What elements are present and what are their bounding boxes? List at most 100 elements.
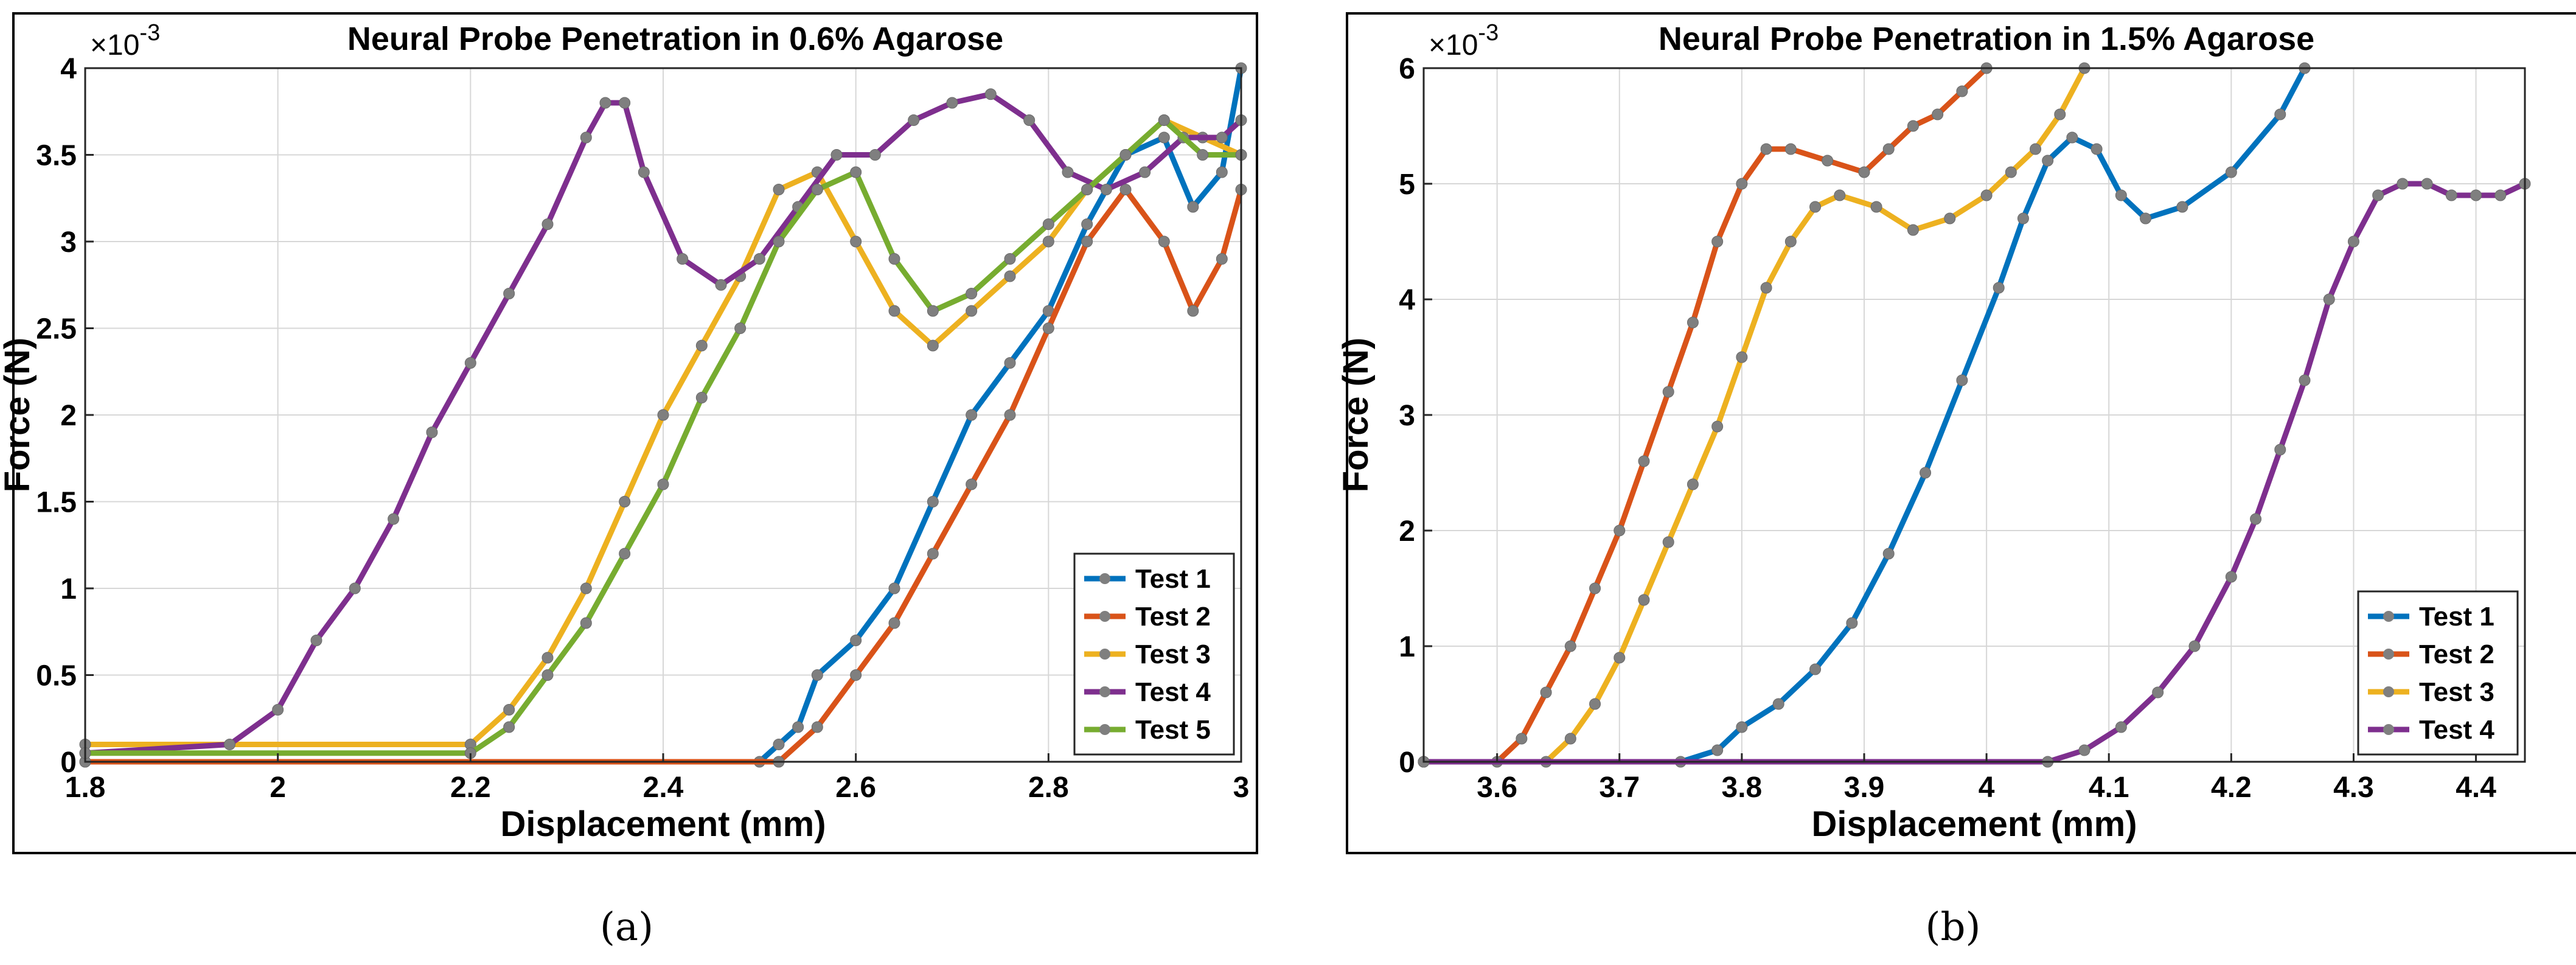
data-point: [1216, 166, 1228, 178]
data-point: [1042, 218, 1054, 230]
legend-swatch-marker: [2383, 724, 2394, 735]
data-point: [2397, 178, 2409, 190]
data-point: [869, 149, 881, 161]
y-exponent-label: ×10-3: [90, 20, 160, 61]
y-tick-label: 1: [60, 573, 77, 605]
data-point: [1042, 235, 1054, 248]
data-point: [2078, 744, 2090, 756]
data-point: [850, 669, 862, 681]
legend-swatch-marker: [2383, 611, 2394, 622]
y-tick-label: 1: [1399, 631, 1415, 663]
y-tick-label: 3.5: [36, 140, 77, 172]
data-point: [1197, 149, 1209, 161]
exponent-power: -3: [139, 20, 160, 46]
y-tick-label: 6: [1399, 53, 1415, 85]
x-tick-label: 4.3: [2333, 772, 2374, 804]
data-point: [1980, 189, 1993, 201]
y-axis-label: Force (N): [0, 338, 37, 493]
legend-label: Test 2: [2419, 639, 2494, 669]
x-tick-label: 4.4: [2456, 772, 2496, 804]
data-point: [2323, 293, 2335, 305]
data-point: [1158, 131, 1170, 144]
series-2: [79, 184, 1247, 768]
data-point: [599, 97, 611, 109]
exponent-base: ×10: [1429, 29, 1478, 61]
data-point: [1736, 721, 1748, 733]
data-point: [1589, 582, 1601, 594]
data-point: [2188, 640, 2201, 652]
x-tick-label: 2.4: [643, 772, 684, 804]
data-point: [1004, 409, 1016, 421]
x-tick-label: 4.1: [2089, 772, 2129, 804]
y-axis-label: Force (N): [1336, 338, 1376, 493]
data-point: [1613, 652, 1626, 664]
data-point: [1540, 686, 1552, 698]
data-point: [695, 392, 708, 403]
data-point: [1760, 282, 1772, 294]
data-point: [2470, 189, 2482, 201]
panel-frame: [1346, 12, 2576, 854]
data-point: [2054, 108, 2066, 120]
data-point: [1638, 594, 1650, 606]
data-point: [1004, 253, 1016, 265]
data-point: [908, 114, 920, 126]
data-point: [830, 149, 843, 161]
data-point: [695, 340, 708, 352]
chart-title: Neural Probe Penetration in 0.6% Agarose: [347, 21, 1003, 57]
data-point: [1711, 420, 1724, 433]
data-point: [1822, 155, 1834, 167]
data-point: [1119, 149, 1132, 161]
data-point: [1858, 166, 1870, 178]
data-point: [1062, 166, 1074, 178]
legend-swatch-marker: [2383, 649, 2394, 660]
x-tick-label: 3.9: [1844, 772, 1885, 804]
x-tick-label: 3: [1233, 772, 1250, 804]
data-point: [1216, 253, 1228, 265]
exponent-base: ×10: [90, 29, 139, 61]
series-2: [1418, 62, 1993, 768]
data-point: [888, 305, 900, 317]
data-point: [1100, 184, 1112, 195]
data-point: [1004, 270, 1016, 282]
y-tick-label: 4: [1399, 284, 1415, 316]
data-point: [773, 184, 785, 195]
data-point: [1589, 698, 1601, 710]
x-tick-label: 2.6: [835, 772, 876, 804]
data-point: [1119, 184, 1132, 195]
data-point: [1516, 733, 1528, 745]
data-point: [503, 288, 515, 299]
legend-label: Test 3: [1135, 639, 1211, 669]
y-tick-label: 5: [1399, 169, 1415, 201]
legend-swatch-marker: [1099, 686, 1110, 697]
data-point: [1081, 235, 1093, 248]
data-point: [541, 652, 554, 664]
data-point: [1932, 108, 1944, 120]
data-point: [2299, 374, 2311, 386]
legend-swatch-marker: [1099, 649, 1110, 660]
data-point: [638, 166, 650, 178]
data-point: [1687, 478, 1699, 490]
series-line-5: [82, 117, 1244, 756]
data-point: [541, 669, 554, 681]
data-point: [657, 409, 669, 421]
data-point: [850, 235, 862, 248]
data-point: [541, 218, 554, 230]
data-point: [1882, 143, 1895, 155]
y-tick-label: 0.5: [36, 660, 77, 692]
data-point: [1711, 235, 1724, 248]
legend: Test 1 Test 2 Test 3 Test 4: [2357, 590, 2519, 756]
sublabel-a: (a): [600, 905, 653, 950]
panel-b: 3.6 3.7 3.8 3.9 4 4.1 4.2 4.3 4.4 0 1 2 3 4 5 6 ×10-3 Neu…: [1336, 12, 2576, 854]
y-tick-label: 3: [1399, 400, 1415, 432]
series-line-3: [1421, 65, 2087, 765]
data-point: [503, 721, 515, 733]
y-tick-label: 4: [60, 53, 77, 85]
exponent-power: -3: [1478, 20, 1499, 46]
data-point: [2115, 721, 2127, 733]
data-point: [2176, 201, 2188, 213]
data-point: [1023, 114, 1036, 126]
x-axis-label: Displacement (mm): [500, 804, 826, 844]
data-point: [773, 739, 785, 750]
series-4: [1418, 178, 2531, 768]
